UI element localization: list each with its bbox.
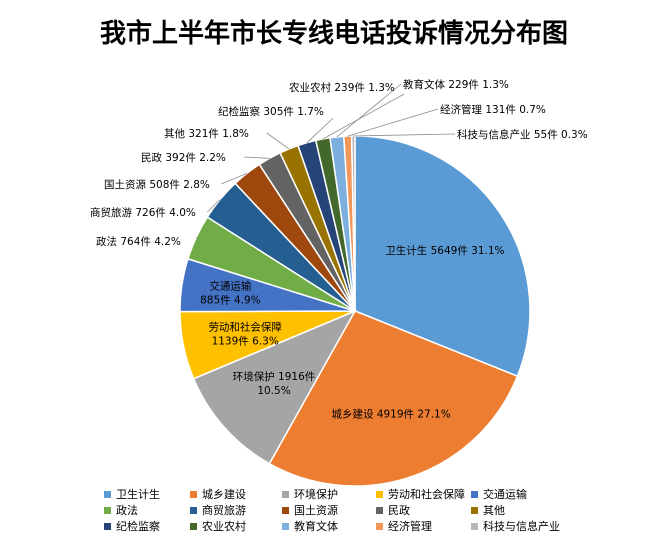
legend-label-15: 科技与信息产业	[483, 519, 560, 533]
legend-label-7: 商贸旅游	[202, 503, 246, 517]
leader-line-11	[306, 117, 334, 144]
legend-item-2: 城乡建设	[190, 487, 246, 501]
legend-label-2: 城乡建设	[202, 487, 246, 501]
leader-line-8	[221, 173, 248, 185]
legend-item-6: 政法	[104, 503, 138, 517]
legend-swatch-12	[190, 523, 197, 530]
data-label-11: 纪检监察 305件 1.7%	[218, 105, 324, 118]
data-label-4: 劳动和社会保障 1139件 6.3%	[208, 320, 282, 347]
data-label-14: 经济管理 131件 0.7%	[440, 103, 546, 116]
legend-swatch-14	[376, 523, 383, 530]
legend-label-12: 农业农村	[202, 519, 246, 533]
data-label-3: 环境保护 1916件 10.5%	[233, 370, 316, 397]
legend-item-7: 商贸旅游	[190, 503, 246, 517]
legend-swatch-13	[282, 523, 289, 530]
legend-label-10: 其他	[483, 504, 505, 517]
legend-item-11: 纪检监察	[104, 519, 160, 533]
legend-item-8: 国土资源	[282, 503, 338, 517]
legend-item-9: 民政	[376, 503, 410, 517]
data-label-8: 国土资源 508件 2.8%	[104, 178, 210, 191]
chart-title: 我市上半年市长专线电话投诉情况分布图	[100, 18, 568, 49]
legend-label-8: 国土资源	[294, 503, 338, 517]
legend-item-12: 农业农村	[190, 519, 246, 533]
legend-item-10: 其他	[471, 504, 505, 517]
data-label-13: 教育文体 229件 1.3%	[403, 78, 509, 91]
legend-label-13: 教育文体	[294, 519, 338, 533]
legend-item-5: 交通运输	[471, 487, 527, 501]
data-labels: 卫生计生 5649件 31.1% 城乡建设 4919件 27.1% 环境保护 191…	[90, 78, 588, 420]
legend-item-14: 经济管理	[376, 519, 432, 533]
legend-label-5: 交通运输	[483, 487, 527, 501]
leader-line-14	[347, 108, 439, 137]
data-label-6: 政法 764件 4.2%	[96, 235, 181, 248]
data-label-15: 科技与信息产业 55件 0.3%	[457, 128, 588, 141]
legend-label-3: 环境保护	[294, 487, 338, 501]
legend-label-9: 民政	[388, 503, 410, 517]
legend-swatch-15	[471, 523, 478, 530]
legend-item-3: 环境保护	[282, 487, 338, 501]
leader-line-9	[243, 156, 270, 159]
pie-slice-1	[354, 135, 531, 378]
legend-label-14: 经济管理	[388, 519, 432, 533]
legend-item-13: 教育文体	[282, 519, 338, 533]
legend-swatch-9	[376, 507, 383, 514]
legend-label-11: 纪检监察	[116, 519, 160, 533]
leader-line-13	[336, 83, 402, 138]
legend-swatch-8	[282, 507, 289, 514]
pie-slice-2	[268, 310, 519, 487]
legend-swatch-6	[104, 507, 111, 514]
leader-line-6	[195, 237, 200, 242]
legend-swatch-4	[376, 491, 383, 498]
legend-swatch-11	[104, 523, 111, 530]
legend-swatch-5	[471, 491, 478, 498]
leader-lines	[195, 83, 456, 242]
data-label-10: 其他 321件 1.8%	[164, 127, 249, 140]
legend-label-6: 政法	[116, 503, 138, 517]
legend-swatch-7	[190, 507, 197, 514]
leader-line-10	[266, 132, 290, 150]
data-label-7: 商贸旅游 726件 4.0%	[90, 206, 196, 219]
legend-swatch-3	[282, 491, 289, 498]
leader-line-15	[353, 133, 456, 137]
legend-swatch-2	[190, 491, 197, 498]
leader-line-12	[322, 93, 405, 140]
pie-slices	[179, 135, 531, 487]
leader-line-7	[206, 199, 221, 213]
legend-item-4: 劳动和社会保障	[376, 487, 465, 501]
legend-swatch-1	[104, 491, 111, 498]
legend-item-1: 卫生计生	[104, 487, 160, 501]
legend-label-4: 劳动和社会保障	[388, 487, 465, 501]
data-label-5: 交通运输 885件 4.9%	[200, 279, 261, 306]
data-label-2: 城乡建设 4919件 27.1%	[331, 407, 450, 420]
data-label-1: 卫生计生 5649件 31.1%	[385, 244, 504, 257]
legend-item-15: 科技与信息产业	[471, 519, 560, 533]
legend-label-1: 卫生计生	[116, 487, 160, 501]
data-label-12: 农业农村 239件 1.3%	[289, 81, 395, 94]
pie-slice-3	[192, 309, 357, 465]
data-label-9: 民政 392件 2.2%	[141, 151, 226, 164]
legend-swatch-10	[471, 507, 478, 514]
